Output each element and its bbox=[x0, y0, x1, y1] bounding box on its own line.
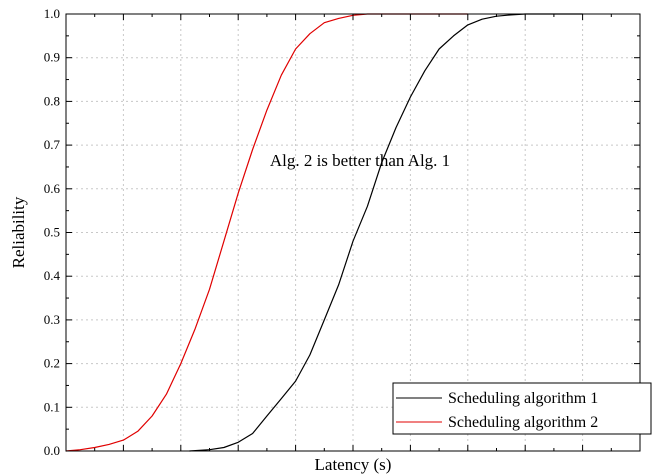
x-axis-title: Latency (s) bbox=[315, 455, 392, 474]
legend-label-algorithm-1: Scheduling algorithm 1 bbox=[448, 390, 598, 407]
grid bbox=[66, 14, 640, 451]
y-tick-label: 0.6 bbox=[44, 181, 61, 196]
legend: Scheduling algorithm 1 Scheduling algori… bbox=[392, 382, 652, 435]
y-tick-label: 0.8 bbox=[44, 93, 60, 108]
chart-annotation: Alg. 2 is better than Alg. 1 bbox=[270, 151, 450, 170]
y-tick-label: 0.0 bbox=[44, 443, 60, 458]
y-tick-label: 1.0 bbox=[44, 6, 60, 21]
y-tick-label: 0.7 bbox=[44, 137, 61, 152]
y-tick-label: 0.3 bbox=[44, 312, 60, 327]
y-tick-label: 0.5 bbox=[44, 225, 60, 240]
y-tick-label: 0.4 bbox=[44, 268, 61, 283]
y-tick-label: 0.2 bbox=[44, 356, 60, 371]
legend-label-algorithm-2: Scheduling algorithm 2 bbox=[448, 414, 598, 431]
axis-ticks: 0.0 0.1 0.2 0.3 0.4 0.5 0.6 0.7 0.8 0.9 1.0 bbox=[44, 6, 640, 458]
y-tick-label: 0.1 bbox=[44, 399, 60, 414]
legend-box bbox=[392, 382, 652, 435]
y-tick-label: 0.9 bbox=[44, 50, 60, 65]
y-axis-title: Reliability bbox=[9, 196, 28, 268]
